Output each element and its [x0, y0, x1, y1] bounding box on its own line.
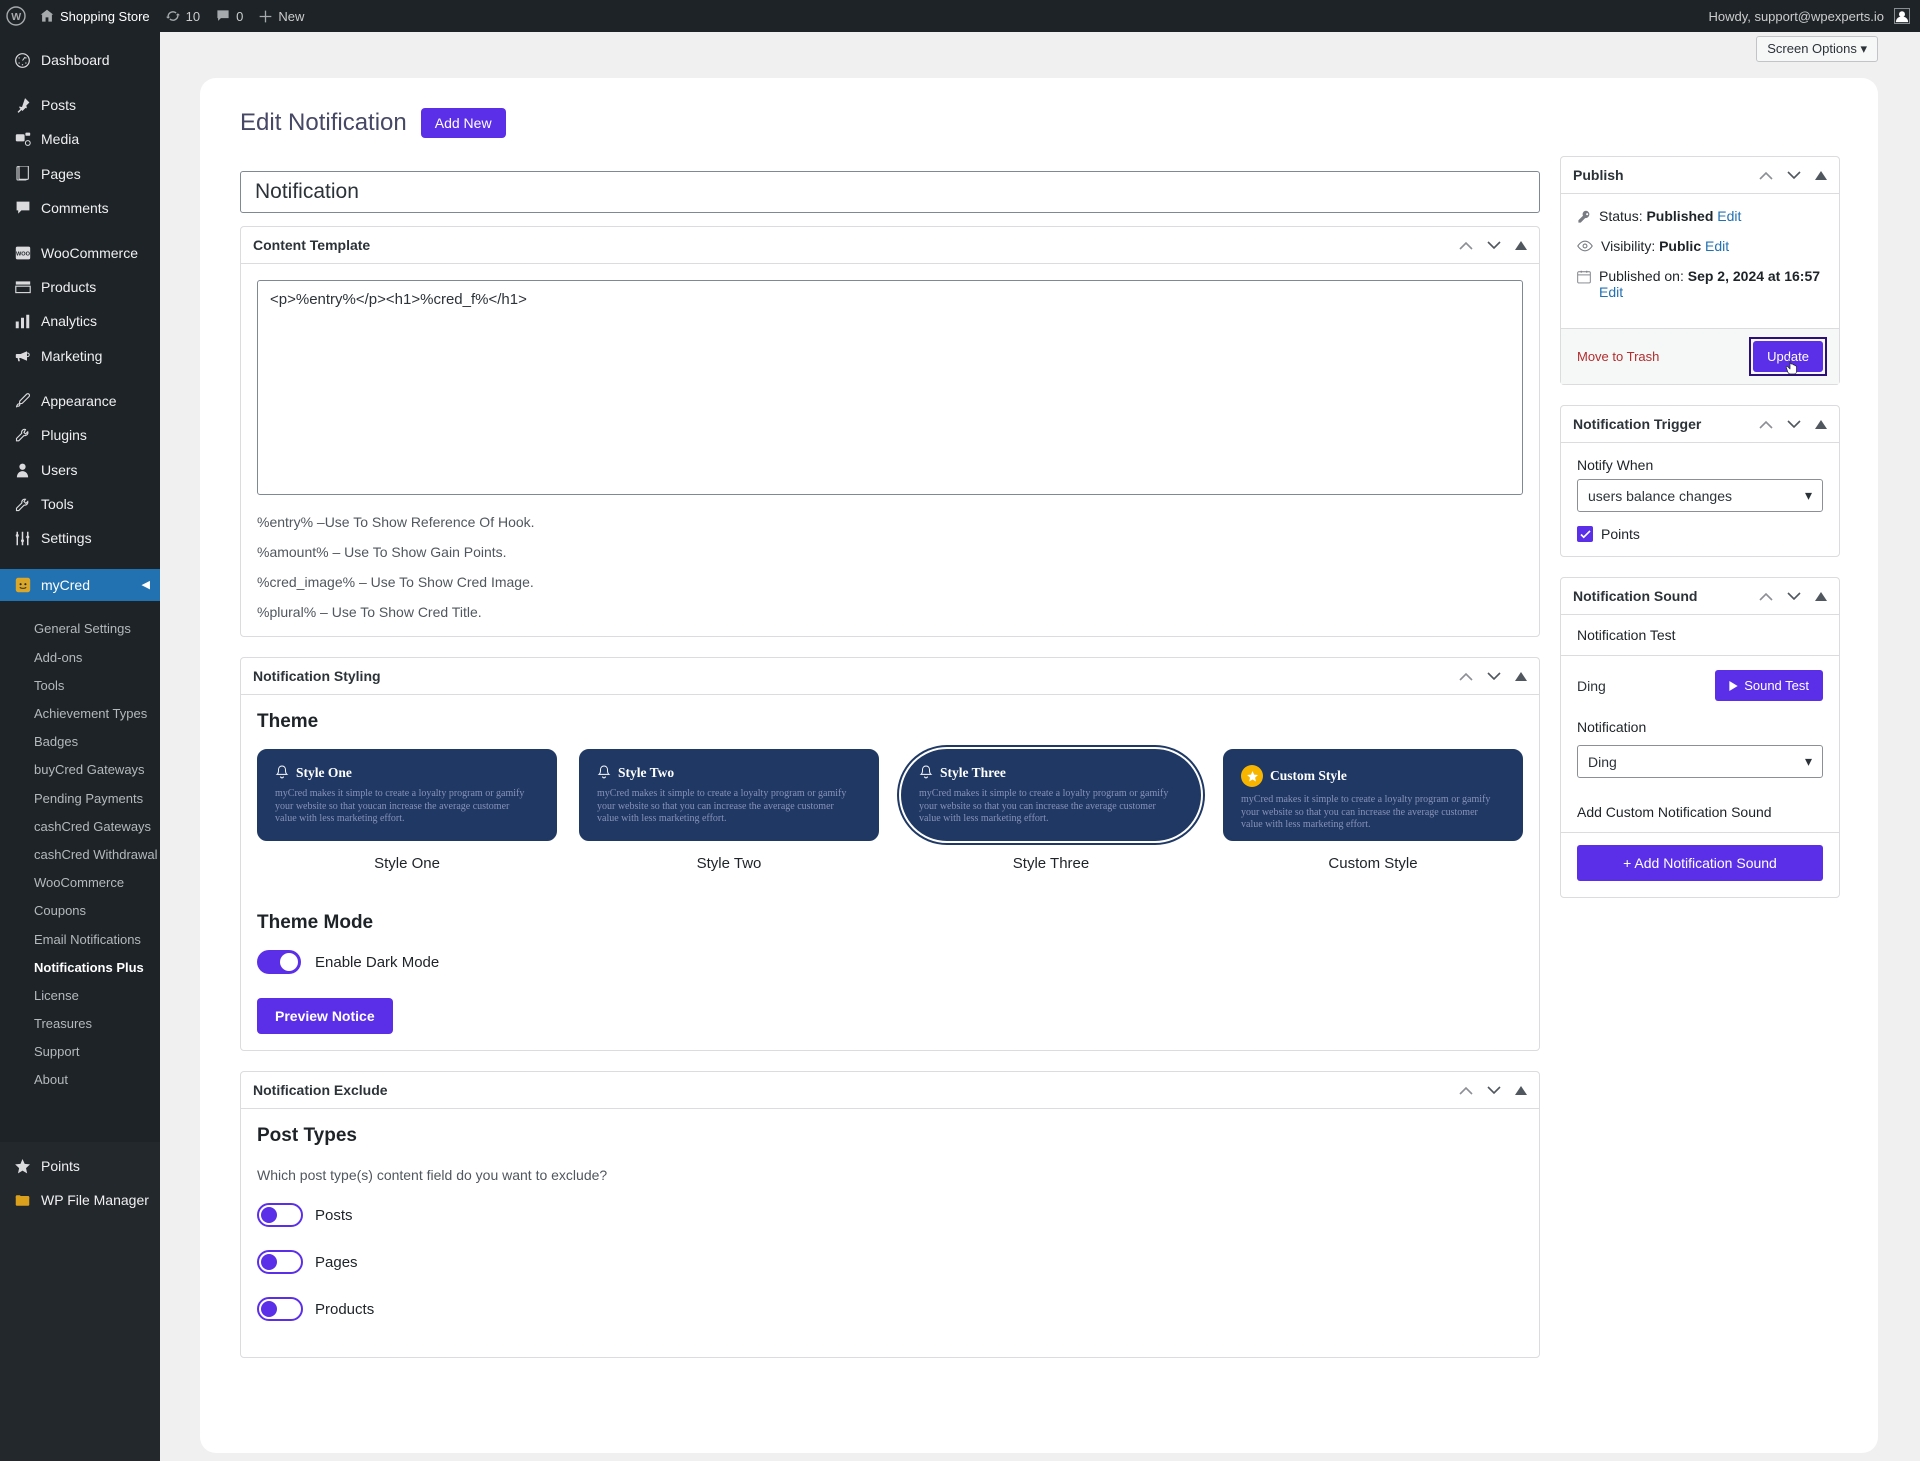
- svg-text:W: W: [11, 11, 21, 23]
- svg-text:WOO: WOO: [16, 251, 31, 257]
